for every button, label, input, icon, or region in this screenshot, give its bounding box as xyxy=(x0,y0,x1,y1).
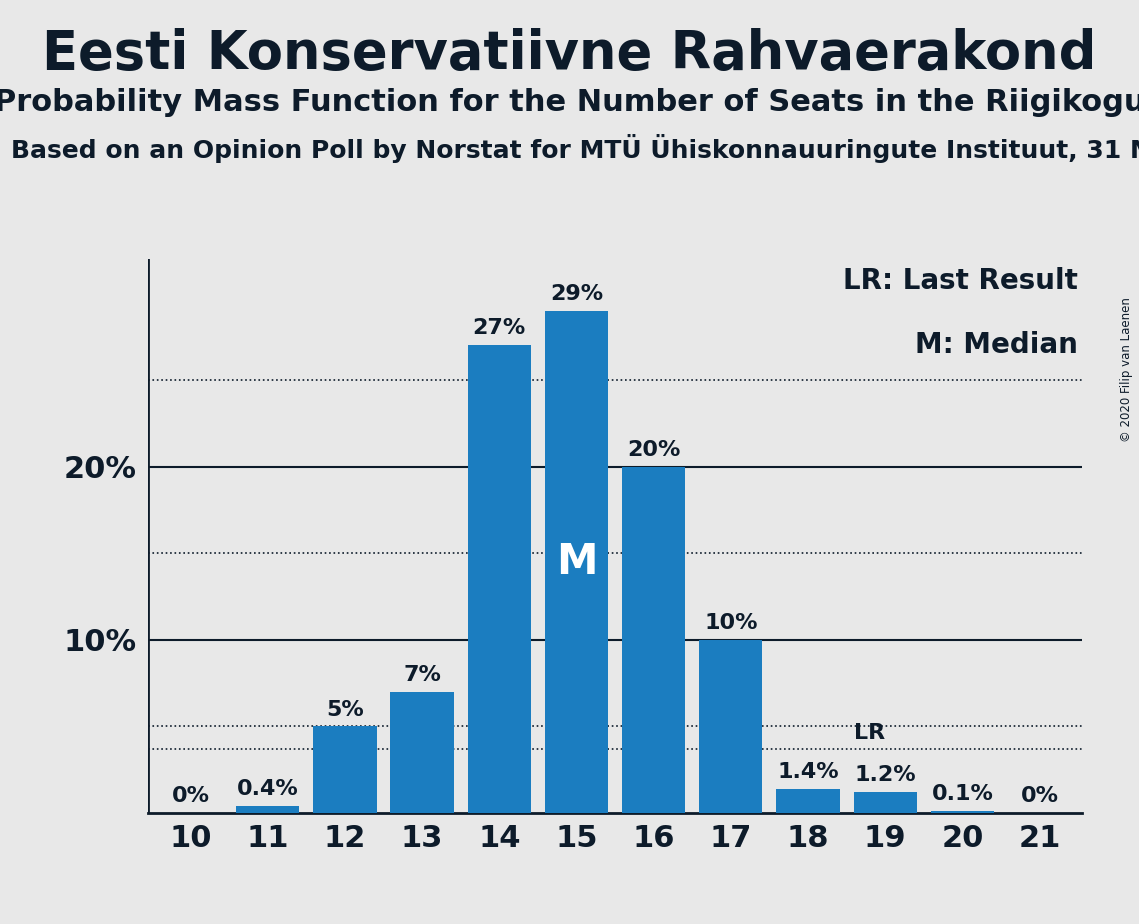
Bar xyxy=(699,639,762,813)
Bar xyxy=(853,793,917,813)
Text: M: M xyxy=(556,541,597,583)
Text: LR: Last Result: LR: Last Result xyxy=(843,267,1077,295)
Text: 0%: 0% xyxy=(172,786,210,806)
Text: Based on an Opinion Poll by Norstat for MTÜ Ühiskonnauuringute Instituut, 31 Mar: Based on an Opinion Poll by Norstat for … xyxy=(11,134,1139,163)
Text: 7%: 7% xyxy=(403,665,441,685)
Text: 0.1%: 0.1% xyxy=(932,784,993,805)
Text: 20%: 20% xyxy=(626,440,680,460)
Text: LR: LR xyxy=(854,723,885,743)
Bar xyxy=(391,692,453,813)
Text: 5%: 5% xyxy=(326,699,363,720)
Bar xyxy=(236,806,300,813)
Text: © 2020 Filip van Laenen: © 2020 Filip van Laenen xyxy=(1121,298,1133,442)
Text: 10%: 10% xyxy=(704,613,757,633)
Text: 1.4%: 1.4% xyxy=(777,762,838,782)
Bar xyxy=(468,346,531,813)
Text: 0.4%: 0.4% xyxy=(237,779,298,799)
Bar xyxy=(313,726,377,813)
Bar xyxy=(544,310,608,813)
Text: 1.2%: 1.2% xyxy=(854,765,916,785)
Text: 27%: 27% xyxy=(473,319,526,338)
Text: M: Median: M: Median xyxy=(915,331,1077,359)
Text: Eesti Konservatiivne Rahvaerakond: Eesti Konservatiivne Rahvaerakond xyxy=(42,28,1097,79)
Text: 0%: 0% xyxy=(1021,786,1058,806)
Bar xyxy=(931,811,994,813)
Text: Probability Mass Function for the Number of Seats in the Riigikogu: Probability Mass Function for the Number… xyxy=(0,88,1139,116)
Bar xyxy=(777,789,839,813)
Bar xyxy=(622,467,686,813)
Text: 29%: 29% xyxy=(550,284,603,304)
